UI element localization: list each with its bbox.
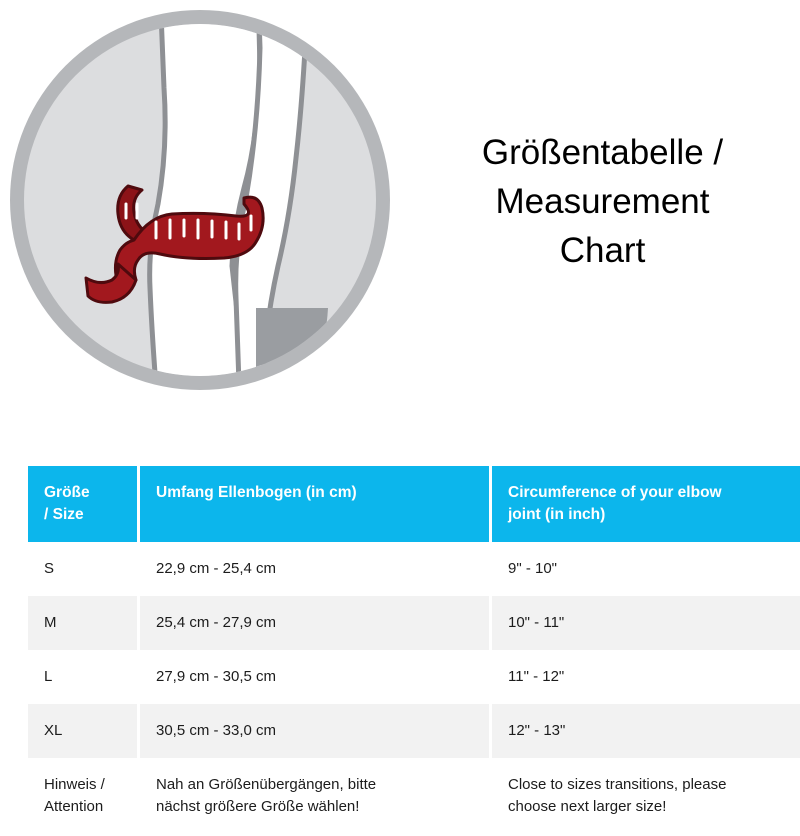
cell-inch: 11" - 12" xyxy=(492,650,800,704)
note-cm-line2: nächst größere Größe wählen! xyxy=(156,798,360,815)
column-header-size: Größe / Size xyxy=(28,466,140,542)
cell-note-inch: Close to sizes transitions, please choos… xyxy=(492,758,800,836)
title-line-2: Measurement xyxy=(495,182,710,221)
table-row: M 25,4 cm - 27,9 cm 10" - 11" xyxy=(28,596,800,650)
table-body: S 22,9 cm - 25,4 cm 9" - 10" M 25,4 cm -… xyxy=(28,542,800,836)
cell-note-size: Hinweis / Attention xyxy=(28,758,140,836)
note-size-line1: Hinweis / xyxy=(44,776,105,793)
cell-size: L xyxy=(28,650,140,704)
arm-shadow xyxy=(256,308,328,376)
note-cm-line1: Nah an Größenübergängen, bitte xyxy=(156,776,377,793)
cell-cm: 27,9 cm - 30,5 cm xyxy=(140,650,492,704)
forearm-shape xyxy=(233,24,311,376)
column-header-cm-line1: Umfang Ellenbogen (in cm) xyxy=(156,484,357,501)
column-header-circumference-cm: Umfang Ellenbogen (in cm) xyxy=(140,466,492,542)
cell-inch: 9" - 10" xyxy=(492,542,800,596)
tape-tick-marks xyxy=(154,214,253,241)
column-header-size-line1: Größe xyxy=(44,484,90,501)
cell-inch: 10" - 11" xyxy=(492,596,800,650)
cell-cm: 22,9 cm - 25,4 cm xyxy=(140,542,492,596)
cell-note-cm: Nah an Größenübergängen, bitte nächst gr… xyxy=(140,758,492,836)
size-measurement-table: Größe / Size Umfang Ellenbogen (in cm) C… xyxy=(28,466,800,836)
column-header-circumference-inch: Circumference of your elbow joint (in in… xyxy=(492,466,800,542)
cell-inch: 12" - 13" xyxy=(492,704,800,758)
table-note-row: Hinweis / Attention Nah an Größenübergän… xyxy=(28,758,800,836)
note-size-line2: Attention xyxy=(44,798,104,815)
cell-size: XL xyxy=(28,704,140,758)
column-header-size-line2: / Size xyxy=(44,506,84,523)
table-row: L 27,9 cm - 30,5 cm 11" - 12" xyxy=(28,650,800,704)
note-inch-line1: Close to sizes transitions, please xyxy=(508,776,727,793)
table-header: Größe / Size Umfang Ellenbogen (in cm) C… xyxy=(28,466,800,542)
column-header-inch-line1: Circumference of your elbow xyxy=(508,484,722,501)
tape-tail xyxy=(84,262,138,304)
cell-cm: 30,5 cm - 33,0 cm xyxy=(140,704,492,758)
note-inch-line2: choose next larger size! xyxy=(508,798,667,815)
table-row: XL 30,5 cm - 33,0 cm 12" - 13" xyxy=(28,704,800,758)
hero-section: Größentabelle / Measurement Chart xyxy=(8,8,790,392)
tape-back-tick-marks xyxy=(124,202,139,220)
illustration-svg xyxy=(10,10,390,390)
cell-size: M xyxy=(28,596,140,650)
table-row: S 22,9 cm - 25,4 cm 9" - 10" xyxy=(28,542,800,596)
table-header-row: Größe / Size Umfang Ellenbogen (in cm) C… xyxy=(28,466,800,542)
title-line-1: Größentabelle / xyxy=(481,133,724,172)
title-line-3: Chart xyxy=(559,231,646,270)
cell-cm: 25,4 cm - 27,9 cm xyxy=(140,596,492,650)
cell-size: S xyxy=(28,542,140,596)
column-header-inch-line2: joint (in inch) xyxy=(508,506,606,523)
elbow-measurement-illustration xyxy=(8,8,392,392)
page-title: Größentabelle / Measurement Chart xyxy=(415,128,790,275)
